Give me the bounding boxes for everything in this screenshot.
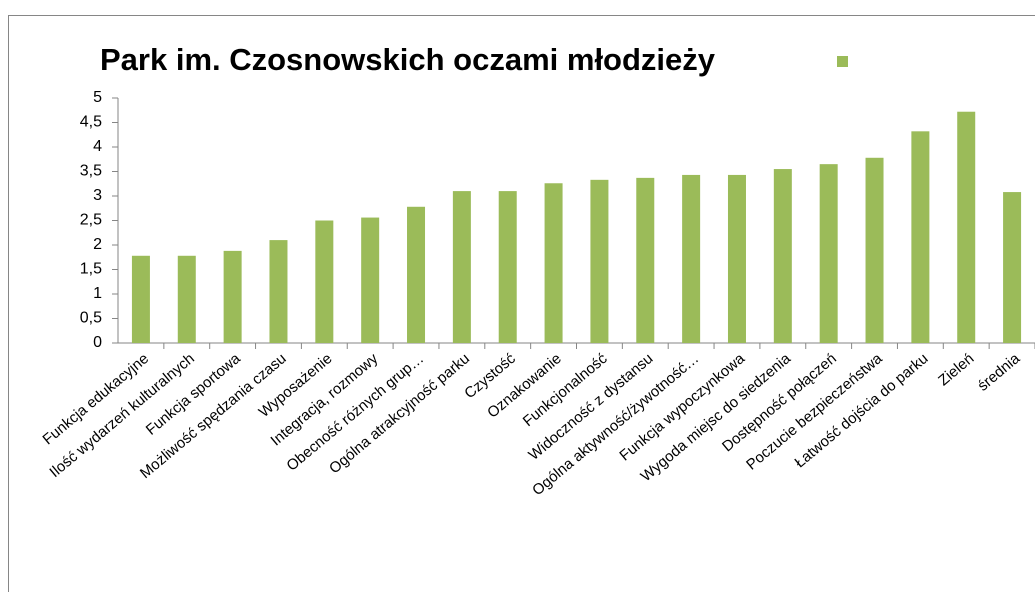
bar (544, 183, 563, 343)
y-tick-label: 3,5 (80, 163, 102, 180)
bar (223, 250, 242, 343)
bar (590, 179, 609, 343)
y-tick-label: 2,5 (80, 212, 102, 229)
legend-key (837, 56, 848, 67)
bar (1003, 192, 1022, 343)
bar (773, 169, 792, 343)
bar (177, 255, 196, 343)
y-tick-label: 2 (93, 236, 102, 253)
chart-title: Park im. Czosnowskich oczami młodzieży (100, 42, 716, 77)
bar (498, 191, 517, 343)
y-tick-label: 0 (93, 334, 102, 351)
y-tick-label: 4 (93, 138, 102, 155)
bar (911, 131, 930, 343)
y-tick-label: 5 (93, 89, 102, 106)
bar (682, 174, 701, 343)
y-tick-label: 3 (93, 187, 102, 204)
bar (269, 240, 288, 343)
bar (452, 191, 471, 343)
bar (361, 217, 380, 343)
bar (131, 255, 150, 343)
bar (957, 111, 976, 343)
bar (819, 164, 838, 343)
y-tick-label: 1 (93, 285, 102, 302)
y-tick-label: 0,5 (80, 310, 102, 327)
bar (407, 206, 426, 343)
bar (865, 157, 884, 343)
bar (727, 174, 746, 343)
y-tick-label: 4,5 (80, 114, 102, 131)
bar (315, 220, 334, 343)
bar (636, 177, 655, 343)
y-tick-label: 1,5 (80, 261, 102, 278)
